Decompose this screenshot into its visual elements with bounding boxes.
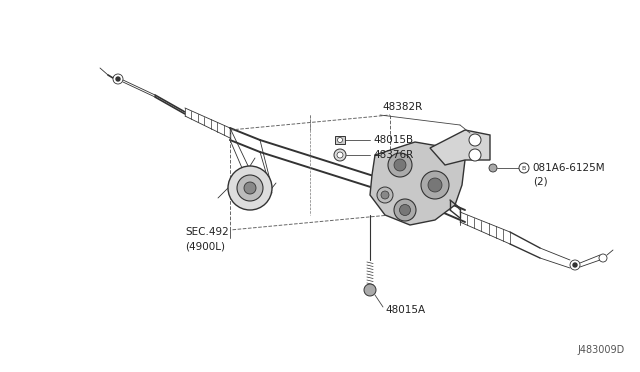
Text: (4900L): (4900L) (185, 241, 225, 251)
Text: J483009D: J483009D (578, 345, 625, 355)
Circle shape (228, 166, 272, 210)
Circle shape (237, 175, 263, 201)
Circle shape (244, 182, 256, 194)
Text: 081A6-6125M: 081A6-6125M (532, 163, 605, 173)
Circle shape (519, 163, 529, 173)
Text: (2): (2) (533, 176, 548, 186)
Circle shape (394, 199, 416, 221)
Circle shape (399, 205, 410, 215)
Text: 48376R: 48376R (373, 150, 413, 160)
Circle shape (113, 74, 123, 84)
Circle shape (334, 149, 346, 161)
Circle shape (469, 134, 481, 146)
Text: 48382R: 48382R (382, 102, 422, 112)
Circle shape (388, 153, 412, 177)
Circle shape (116, 77, 120, 81)
Circle shape (381, 191, 389, 199)
Text: B: B (521, 166, 525, 170)
Circle shape (489, 164, 497, 172)
Polygon shape (430, 130, 490, 165)
Text: 48015B: 48015B (373, 135, 413, 145)
Circle shape (337, 152, 343, 158)
FancyBboxPatch shape (335, 136, 345, 144)
Circle shape (394, 159, 406, 171)
Circle shape (599, 254, 607, 262)
Circle shape (570, 260, 580, 270)
Circle shape (421, 171, 449, 199)
Text: SEC.492: SEC.492 (185, 227, 228, 237)
Text: 48015A: 48015A (385, 305, 425, 315)
Circle shape (469, 149, 481, 161)
Circle shape (377, 187, 393, 203)
Circle shape (364, 284, 376, 296)
Circle shape (573, 263, 577, 267)
Polygon shape (370, 142, 465, 225)
Circle shape (428, 178, 442, 192)
Circle shape (337, 138, 342, 142)
